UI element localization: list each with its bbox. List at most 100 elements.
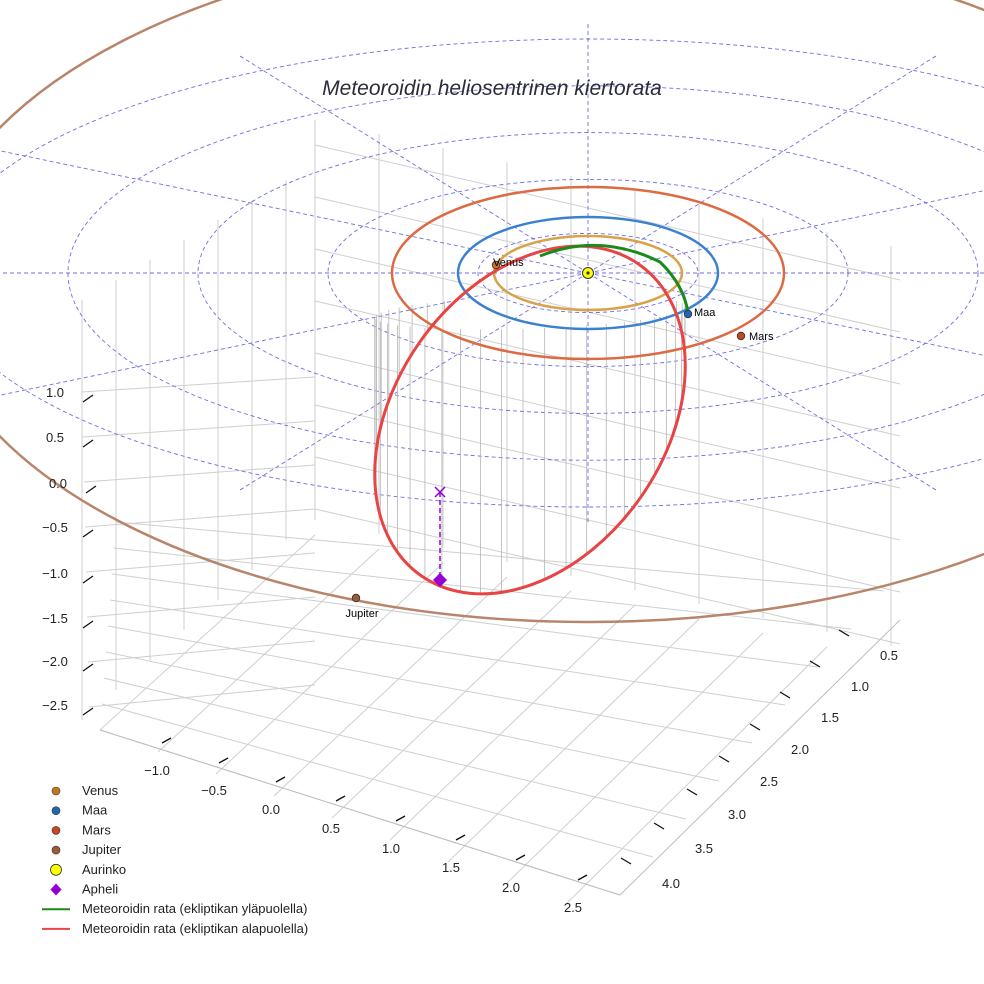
grid-line xyxy=(111,573,819,668)
z-tick-mark xyxy=(82,620,94,629)
x-tick-mark xyxy=(335,795,346,802)
chart-title: Meteoroidin heliosentrinen kiertorata xyxy=(322,77,662,100)
planet-label-maa: Maa xyxy=(694,307,716,319)
grid-line xyxy=(99,534,316,731)
grid-line xyxy=(103,677,687,820)
grid-line xyxy=(85,552,316,573)
grid-line xyxy=(314,352,901,489)
grid-line xyxy=(86,596,316,618)
polar-spoke xyxy=(0,150,589,274)
grid-line xyxy=(331,590,572,819)
legend-label: Jupiter xyxy=(82,842,122,857)
x-tick-label: 2.5 xyxy=(564,900,582,915)
grid-line xyxy=(314,144,901,281)
planet-venus xyxy=(491,260,501,270)
polar-spoke xyxy=(0,272,589,396)
box-edge xyxy=(619,619,901,896)
markers: Venus Maa Mars Jupiter xyxy=(345,257,773,620)
z-tick-label: 0.5 xyxy=(46,430,64,445)
grid-line xyxy=(157,548,380,753)
grid-line xyxy=(107,625,753,744)
ecliptic-polar-grid xyxy=(0,21,984,525)
y-tick-mark xyxy=(620,857,632,865)
grid-line xyxy=(314,508,901,645)
grid-line xyxy=(87,640,316,663)
legend-label: Meteoroidin rata (ekliptikan alapuolella… xyxy=(82,921,308,936)
z-tick-mark xyxy=(82,575,94,584)
orbit-maa xyxy=(456,215,720,331)
box-edge xyxy=(99,729,621,896)
y-tick-mark xyxy=(749,723,761,731)
polar-spoke xyxy=(587,272,939,492)
z-tick-mark xyxy=(82,707,94,716)
orbit-jupiter xyxy=(0,0,984,624)
legend-marker-venus xyxy=(51,786,61,796)
polar-spoke xyxy=(237,272,589,492)
grid-line xyxy=(82,420,316,438)
y-tick-mark xyxy=(653,822,665,830)
y-tick-label: 1.5 xyxy=(821,710,839,725)
legend-label: Maa xyxy=(82,803,108,818)
orbit-meteoroid-below xyxy=(373,244,687,596)
z-tick-mark xyxy=(82,529,94,538)
z-tick-mark xyxy=(82,663,94,672)
y-tick-mark xyxy=(809,660,821,668)
x-tick-label: 1.0 xyxy=(382,841,400,856)
y-tick-label: 3.5 xyxy=(695,841,713,856)
orbit-mars xyxy=(390,185,786,361)
orbit-drop-lines xyxy=(374,301,686,594)
x-tick-label: −1.0 xyxy=(144,763,170,778)
x-tick-label: 1.5 xyxy=(442,860,460,875)
grid-line xyxy=(105,651,720,782)
x-tick-label: 2.0 xyxy=(502,880,520,895)
axis-grid xyxy=(81,120,901,907)
grid-line xyxy=(314,196,901,333)
legend-marker-mars xyxy=(51,826,61,835)
grid-line xyxy=(273,576,508,797)
x-tick-label: 0.0 xyxy=(262,802,280,817)
grid-line xyxy=(84,508,316,528)
grid-line xyxy=(314,248,901,385)
axis-ticks: −1.0 −0.5 0.0 0.5 1.0 1.5 2.0 2.5 0.5 1.0 1.5 2.0 2.… xyxy=(42,385,898,915)
z-tick-mark xyxy=(85,485,97,494)
planet-mars xyxy=(736,331,746,341)
y-tick-label: 2.0 xyxy=(791,742,809,757)
z-tick-label: 1.0 xyxy=(46,385,64,400)
planet-jupiter xyxy=(351,593,361,603)
z-tick-mark xyxy=(82,439,94,448)
x-tick-mark xyxy=(218,757,229,764)
legend-marker-sun xyxy=(50,863,62,876)
legend-label: Mars xyxy=(82,822,111,837)
grid-line xyxy=(88,684,316,708)
y-tick-label: 3.0 xyxy=(728,807,746,822)
z-tick-mark xyxy=(82,394,94,403)
polar-spoke xyxy=(587,190,984,274)
grid-line xyxy=(314,300,901,437)
legend-label: Apheli xyxy=(82,882,118,897)
legend-marker-jupiter xyxy=(51,845,61,855)
z-tick-label: −1.0 xyxy=(42,566,68,581)
legend-marker-aphelion xyxy=(50,883,62,896)
x-tick-mark xyxy=(515,854,526,861)
grid-line xyxy=(314,456,901,593)
orbits xyxy=(0,0,984,624)
polar-ring xyxy=(477,232,699,314)
polar-ring xyxy=(67,85,984,461)
grid-line xyxy=(505,632,764,885)
planet-label-jupiter: Jupiter xyxy=(345,608,378,620)
z-tick-label: −0.5 xyxy=(42,520,68,535)
legend-marker-maa xyxy=(51,806,61,816)
planet-label-mars: Mars xyxy=(749,331,774,343)
legend-label: Aurinko xyxy=(82,862,126,877)
z-tick-label: 0.0 xyxy=(49,476,67,491)
x-tick-mark xyxy=(275,776,286,783)
legend: Venus Maa Mars Jupiter Aurinko Apheli Meteoroi… xyxy=(42,783,308,936)
grid-line xyxy=(83,464,316,483)
aphelion-marker xyxy=(433,573,447,587)
z-tick-label: −2.5 xyxy=(42,698,68,713)
x-tick-mark xyxy=(577,874,588,881)
grid-line xyxy=(81,376,316,393)
y-tick-label: 0.5 xyxy=(880,648,898,663)
planet-maa xyxy=(683,309,693,319)
